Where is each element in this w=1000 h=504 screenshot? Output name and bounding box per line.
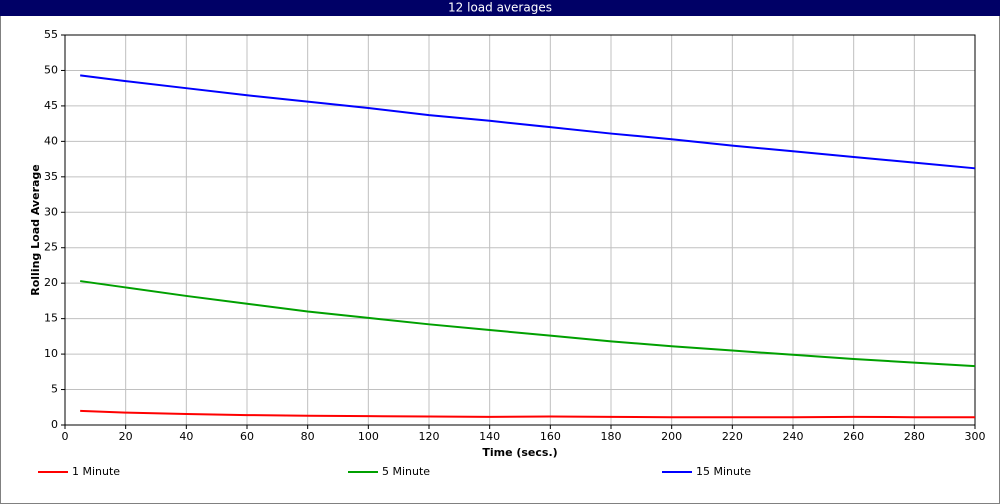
x-tick-label: 240 — [783, 430, 804, 443]
x-tick-label: 280 — [904, 430, 925, 443]
plot-border — [64, 34, 976, 426]
y-tick-label: 5 — [51, 383, 58, 396]
x-tick-label: 260 — [843, 430, 864, 443]
x-tick-label: 0 — [62, 430, 69, 443]
x-tick-label: 100 — [358, 430, 379, 443]
y-tick-label: 20 — [44, 276, 58, 289]
y-tick-label: 45 — [44, 99, 58, 112]
x-axis-label: Time (secs.) — [482, 446, 557, 459]
y-tick-label: 10 — [44, 347, 58, 360]
y-tick-label: 35 — [44, 170, 58, 183]
chart-title: 12 load averages — [448, 1, 552, 15]
x-tick-label: 300 — [965, 430, 986, 443]
y-tick-label: 30 — [44, 205, 58, 218]
series-line — [80, 409, 975, 419]
x-tick-label: 60 — [240, 430, 254, 443]
series-line — [80, 74, 976, 170]
legend-label: 1 Minute — [72, 465, 120, 478]
y-tick-label: 15 — [44, 312, 58, 325]
x-tick-label: 180 — [601, 430, 622, 443]
x-tick-label: 20 — [119, 430, 133, 443]
x-tick-label: 80 — [301, 430, 315, 443]
legend-label: 15 Minute — [696, 465, 751, 478]
x-tick-label: 120 — [419, 430, 440, 443]
series-line — [80, 280, 976, 368]
x-tick-label: 160 — [540, 430, 561, 443]
y-tick-label: 40 — [44, 134, 58, 147]
y-axis-label: Rolling Load Average — [29, 164, 42, 296]
plot-area — [65, 35, 975, 425]
x-tick-label: 220 — [722, 430, 743, 443]
title-bar — [0, 0, 1000, 16]
y-tick-label: 25 — [44, 241, 58, 254]
x-tick-label: 40 — [179, 430, 193, 443]
y-tick-label: 55 — [44, 28, 58, 41]
y-tick-label: 50 — [44, 63, 58, 76]
y-tick-label: 0 — [51, 418, 58, 431]
legend-label: 5 Minute — [382, 465, 430, 478]
x-tick-label: 140 — [479, 430, 500, 443]
x-tick-label: 200 — [661, 430, 682, 443]
